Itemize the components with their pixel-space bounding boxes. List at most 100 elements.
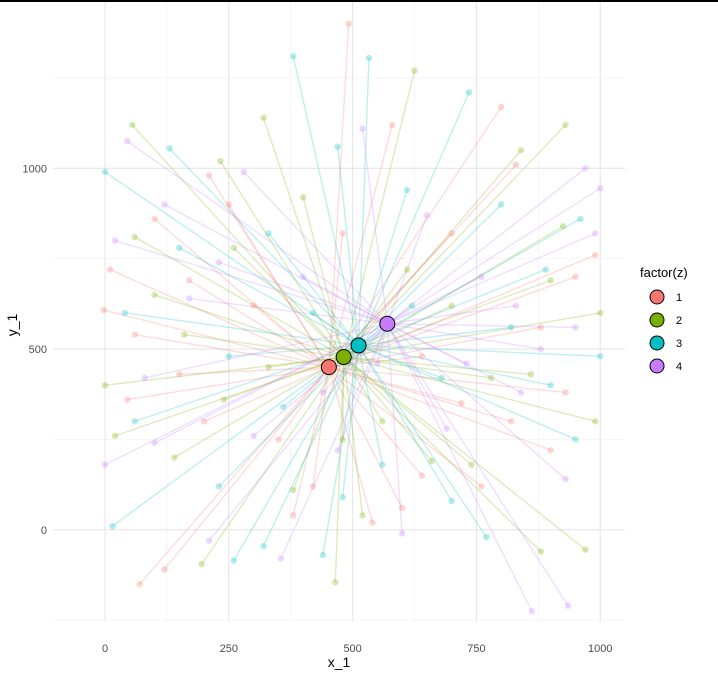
point-series-1 — [205, 172, 213, 179]
segment-series-2 — [154, 294, 344, 358]
segment-series-1 — [328, 232, 453, 368]
segments-layer — [103, 23, 601, 612]
segment-series-1 — [208, 175, 330, 368]
point-series-1 — [200, 418, 208, 425]
point-series-4 — [240, 168, 247, 176]
point-series-4 — [463, 360, 470, 367]
point-series-4 — [512, 302, 520, 309]
segment-series-3 — [357, 58, 370, 346]
point-series-3 — [176, 244, 183, 252]
point-series-2 — [289, 486, 297, 494]
point-series-2 — [411, 67, 418, 74]
segment-series-4 — [114, 239, 388, 325]
x-tick-labels: 0 250 500 750 1000 — [102, 643, 613, 655]
point-series-2 — [129, 121, 136, 129]
point-series-2 — [468, 461, 475, 468]
legend-label-4: 4 — [676, 361, 682, 373]
legend-key-1 — [649, 289, 665, 305]
y-tick-labels: 0 500 1000 — [23, 163, 47, 537]
point-series-2 — [537, 548, 545, 555]
segment-series-1 — [134, 333, 329, 368]
segment-series-4 — [387, 304, 517, 325]
segment-series-4 — [361, 128, 388, 324]
segment-series-1 — [328, 366, 551, 451]
segment-series-1 — [109, 268, 330, 368]
point-series-1 — [398, 504, 406, 512]
segment-series-1 — [312, 367, 330, 487]
point-series-4 — [161, 201, 168, 208]
segment-series-1 — [328, 233, 344, 368]
segment-series-4 — [280, 323, 388, 560]
segment-series-2 — [343, 356, 492, 379]
point-series-2 — [260, 114, 267, 121]
point-series-1 — [507, 418, 515, 425]
x-tick-label: 0 — [102, 643, 108, 655]
point-series-3 — [448, 497, 455, 505]
point-series-1 — [185, 277, 193, 284]
point-series-1 — [512, 161, 520, 168]
plot-panel — [53, 2, 625, 622]
segment-series-4 — [322, 323, 388, 393]
segment-series-4 — [218, 261, 388, 325]
point-series-2 — [448, 302, 455, 309]
segment-series-1 — [179, 366, 329, 376]
segment-series-1 — [328, 366, 423, 477]
point-series-3 — [109, 522, 116, 530]
segment-series-3 — [358, 218, 581, 347]
point-series-2 — [220, 396, 228, 403]
x-axis-label: x_1 — [328, 654, 351, 670]
point-series-3 — [280, 403, 287, 411]
segment-series-4 — [386, 167, 586, 325]
segment-series-3 — [168, 147, 360, 346]
segment-series-4 — [189, 297, 388, 325]
point-series-3 — [230, 557, 237, 564]
point-series-4 — [124, 137, 131, 145]
segment-series-2 — [343, 356, 531, 376]
segment-series-2 — [343, 356, 364, 516]
point-series-2 — [582, 546, 589, 553]
point-series-4 — [299, 273, 307, 280]
y-tick-label: 500 — [29, 344, 47, 356]
point-series-3 — [507, 324, 515, 331]
segment-series-3 — [342, 345, 360, 498]
point-series-4 — [151, 439, 158, 447]
segment-series-3 — [337, 146, 360, 346]
segment-series-1 — [328, 366, 374, 523]
segment-series-4 — [386, 323, 533, 612]
point-series-3 — [265, 230, 272, 237]
point-series-3 — [260, 542, 267, 550]
segment-series-2 — [173, 356, 345, 459]
point-series-3 — [289, 53, 297, 60]
segment-series-1 — [328, 254, 596, 368]
segment-series-3 — [292, 56, 360, 346]
segment-series-3 — [312, 312, 359, 347]
y-tick-label: 0 — [41, 525, 47, 537]
point-series-4 — [111, 237, 119, 244]
point-series-1 — [458, 400, 465, 407]
point-series-2 — [562, 121, 569, 129]
segment-series-1 — [139, 366, 330, 585]
segment-series-3 — [104, 171, 359, 347]
segment-series-2 — [343, 356, 586, 551]
point-series-1 — [309, 483, 317, 490]
point-series-1 — [124, 396, 131, 403]
point-series-1 — [275, 436, 282, 443]
point-series-3 — [225, 353, 233, 360]
point-series-1 — [176, 371, 183, 378]
point-series-1 — [369, 519, 376, 526]
point-series-4 — [572, 324, 579, 331]
point-series-1 — [100, 306, 107, 314]
point-series-4 — [562, 476, 569, 483]
legend-label-1: 1 — [676, 292, 682, 304]
point-series-3 — [101, 168, 109, 176]
point-series-2 — [403, 266, 411, 273]
segment-series-1 — [127, 366, 329, 401]
point-series-2 — [592, 418, 599, 425]
point-series-4 — [319, 389, 327, 396]
point-series-3 — [309, 309, 317, 317]
x-tick-label: 250 — [220, 643, 238, 655]
x-tick-label: 500 — [343, 643, 361, 655]
window-top-border — [0, 0, 718, 2]
segment-series-4 — [387, 323, 541, 350]
segment-series-2 — [342, 357, 345, 440]
